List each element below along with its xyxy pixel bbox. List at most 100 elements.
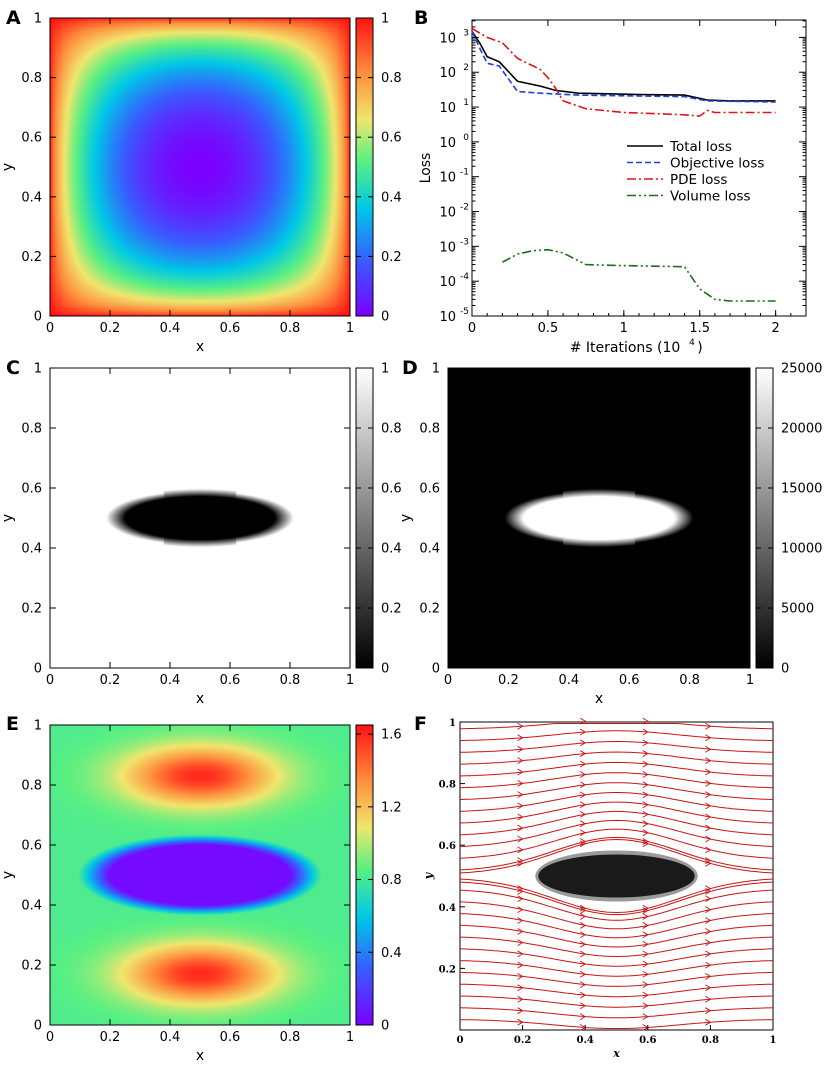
- streamline: [459, 936, 774, 958]
- y-tick-label: 0.4: [419, 542, 440, 557]
- streamline: [460, 751, 773, 765]
- stream-arrow: [517, 895, 524, 903]
- colorbar-gradient: [356, 368, 373, 668]
- streamlines: [459, 717, 774, 1031]
- stream-arrow: [642, 810, 649, 818]
- stream-arrow: [517, 780, 524, 787]
- stream-arrow: [579, 781, 587, 789]
- stream-arrow: [705, 813, 712, 821]
- streamline: [459, 995, 774, 1008]
- y-tick-label: 0.4: [439, 903, 456, 914]
- legend-entry: Objective loss: [670, 156, 764, 172]
- x-tick-label: 0.5: [538, 321, 559, 336]
- stream-arrow: [705, 950, 712, 958]
- x-tick-label: 0.2: [498, 673, 519, 688]
- stream-arrow: [642, 970, 649, 978]
- colorbar-tick-label: 0.2: [381, 602, 402, 617]
- y-tick-label: 0.6: [21, 131, 42, 146]
- x-axis-label-exponent: 4: [689, 338, 695, 348]
- stream-arrow: [642, 717, 649, 725]
- x-tick-label: 0.4: [160, 1030, 181, 1045]
- stream-arrow: [642, 904, 649, 912]
- colorbar-tick-label: 0.6: [381, 482, 402, 497]
- stream-arrow: [579, 1013, 587, 1020]
- legend-entry: PDE loss: [670, 172, 727, 188]
- y-tick-exponent: 0: [463, 133, 469, 143]
- y-tick-exponent: 2: [463, 63, 469, 73]
- stream-arrow: [579, 760, 587, 768]
- stream-arrow: [642, 931, 649, 939]
- x-axis-label: # Iterations (10: [570, 340, 681, 356]
- panel-label-E: E: [6, 713, 19, 735]
- stream-arrow: [517, 824, 524, 832]
- stream-arrow: [579, 904, 587, 912]
- y-tick-label: 1: [34, 362, 42, 377]
- x-tick-label: 0: [444, 673, 452, 688]
- x-tick-label: 1: [770, 1035, 777, 1046]
- x-tick-label: 0.6: [619, 673, 640, 688]
- y-tick-label: 1: [34, 12, 42, 27]
- x-tick-label: 0.6: [639, 1035, 656, 1046]
- stream-arrow: [642, 981, 649, 988]
- stream-arrow: [642, 960, 649, 968]
- x-tick-label: 0: [46, 673, 54, 688]
- colorbar-tick-label: 0.4: [381, 946, 402, 961]
- stream-arrow: [579, 801, 587, 809]
- streamline: [459, 772, 774, 789]
- x-tick-label: 0: [457, 1035, 464, 1046]
- colorbar: 0 0.2 0.4 0.6 0.8 1: [355, 362, 402, 677]
- stream-arrow: [579, 840, 587, 848]
- y-tick-label: 10: [439, 275, 456, 290]
- stream-arrow: [517, 1018, 524, 1026]
- y-tick-exponent: 3: [463, 28, 469, 38]
- stream-arrow: [579, 950, 587, 958]
- y-tick-label: 10: [439, 310, 456, 325]
- y-tick-label: 10: [439, 31, 456, 46]
- stream-arrow: [705, 802, 712, 810]
- stream-arrow: [642, 760, 649, 768]
- stream-arrow: [705, 780, 712, 787]
- stream-arrow: [579, 991, 587, 999]
- y-tick-label: 0: [34, 662, 42, 677]
- panel-D: 0 0.2 0.4 0.6 0.8 1 0 0.2 0.4 0.6 0.8 1 x y 0 5000 10000…: [398, 362, 822, 708]
- stream-arrow: [642, 781, 649, 789]
- panel-A: 0 0.2 0.4 0.6 0.8 1 0 0.2 0.4 0.6 0.8 1 x y 0 0.2 0.4 0.6…: [0, 12, 402, 356]
- y-tick-label: 0: [34, 310, 42, 325]
- stream-arrow: [517, 857, 524, 864]
- stream-arrow: [705, 1018, 712, 1026]
- x-axis-label: x: [612, 1047, 620, 1060]
- panel-F: 0 0.2 0.4 0.6 0.8 1 0.2 0.4 0.6 0.8 1 x y: [422, 717, 777, 1060]
- stream-arrow: [517, 928, 524, 935]
- colorbar-tick-label: 0.4: [381, 542, 402, 557]
- y-axis-label: y: [0, 514, 16, 522]
- stream-arrow: [642, 829, 649, 837]
- stream-arrow: [642, 728, 649, 736]
- x-tick-label: 0.4: [576, 1035, 593, 1046]
- panel-B: 0 0.5 1 1.5 2 10 -5 10 -4 10 -3 10 -2 10 -1 10 0 10 1 10 2 10…: [418, 19, 807, 356]
- y-tick-label: 0.2: [21, 959, 42, 974]
- y-tick-label: 10: [439, 240, 456, 255]
- streamline: [460, 741, 773, 753]
- y-tick-exponent: -1: [460, 168, 469, 178]
- x-tick-label: 0.8: [280, 673, 301, 688]
- x-tick-label: 0.4: [160, 321, 181, 336]
- streamline: [459, 878, 774, 914]
- heatmap-C: [50, 368, 350, 668]
- y-tick-label: 0.8: [439, 780, 456, 791]
- stream-arrow: [642, 1002, 649, 1010]
- x-tick-label: 1: [620, 321, 628, 336]
- y-axis-label: Loss: [418, 153, 434, 184]
- y-tick-label: 10: [439, 66, 456, 81]
- streamline: [459, 782, 774, 800]
- y-tick-label: 10: [439, 171, 456, 186]
- x-axis-label-close: ): [697, 340, 702, 356]
- panel-label-B: B: [414, 7, 428, 29]
- plot-frame: [471, 19, 807, 317]
- stream-arrow: [705, 734, 712, 742]
- series-line-total-loss: [471, 30, 776, 102]
- y-tick-label: 0.2: [21, 250, 42, 265]
- y-tick-label: 0.6: [439, 841, 456, 852]
- stream-arrow: [642, 940, 649, 948]
- stream-arrow: [517, 888, 524, 895]
